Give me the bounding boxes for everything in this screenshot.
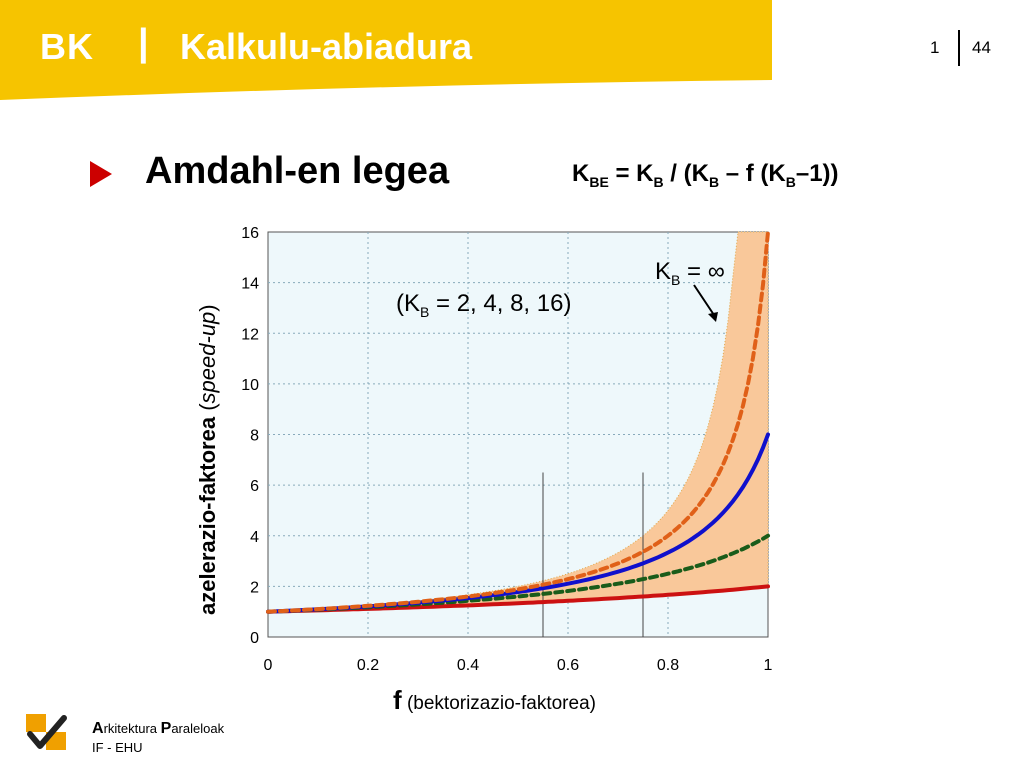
series-line-kb-16 (266, 230, 770, 614)
page-number-current: 1 (930, 38, 940, 57)
x-tick-label: 0.8 (657, 657, 679, 674)
y-tick-label: 16 (241, 225, 259, 242)
brand-logo-text: BK (40, 26, 94, 67)
y-tick-label: 8 (250, 428, 259, 445)
header-separator: | (138, 22, 149, 64)
amdahl-formula: KBE = KB / (KB – f (KB–1)) (572, 160, 839, 190)
header-title: Kalkulu-abiadura (180, 26, 473, 67)
slide-title: Amdahl-en legea (145, 150, 450, 192)
series-list-annotation: (KB = 2, 4, 8, 16) (396, 290, 572, 320)
y-tick-label: 0 (250, 630, 259, 647)
y-tick-label: 10 (241, 377, 259, 394)
x-tick-label: 0 (264, 657, 273, 674)
bullet-arrow-icon (90, 161, 112, 187)
x-tick-label: 1 (764, 657, 773, 674)
page-number-total: 44 (972, 38, 991, 57)
footer-logo-icon (26, 714, 67, 750)
page-number-divider (958, 30, 960, 66)
y-axis-label: azelerazio-faktorea (speed-up) (195, 304, 220, 615)
y-tick-label: 12 (241, 326, 259, 343)
y-tick-label: 6 (250, 478, 259, 495)
x-tick-label: 0.2 (357, 657, 379, 674)
y-tick-label: 2 (250, 579, 259, 596)
y-tick-label: 14 (241, 276, 259, 293)
x-axis-label: f (bektorizazio-faktorea) (393, 685, 596, 715)
footer-course-name: Arkitektura Paraleloak (92, 720, 225, 737)
y-tick-label: 4 (250, 529, 259, 546)
infinity-arrowhead-icon (708, 312, 718, 322)
infinity-arrow-icon (693, 284, 717, 319)
header-band (0, 0, 772, 100)
x-tick-label: 0.6 (557, 657, 579, 674)
footer-institution: IF - EHU (92, 740, 143, 755)
infinity-annotation: KB = ∞ (655, 258, 725, 288)
x-tick-label: 0.4 (457, 657, 479, 674)
